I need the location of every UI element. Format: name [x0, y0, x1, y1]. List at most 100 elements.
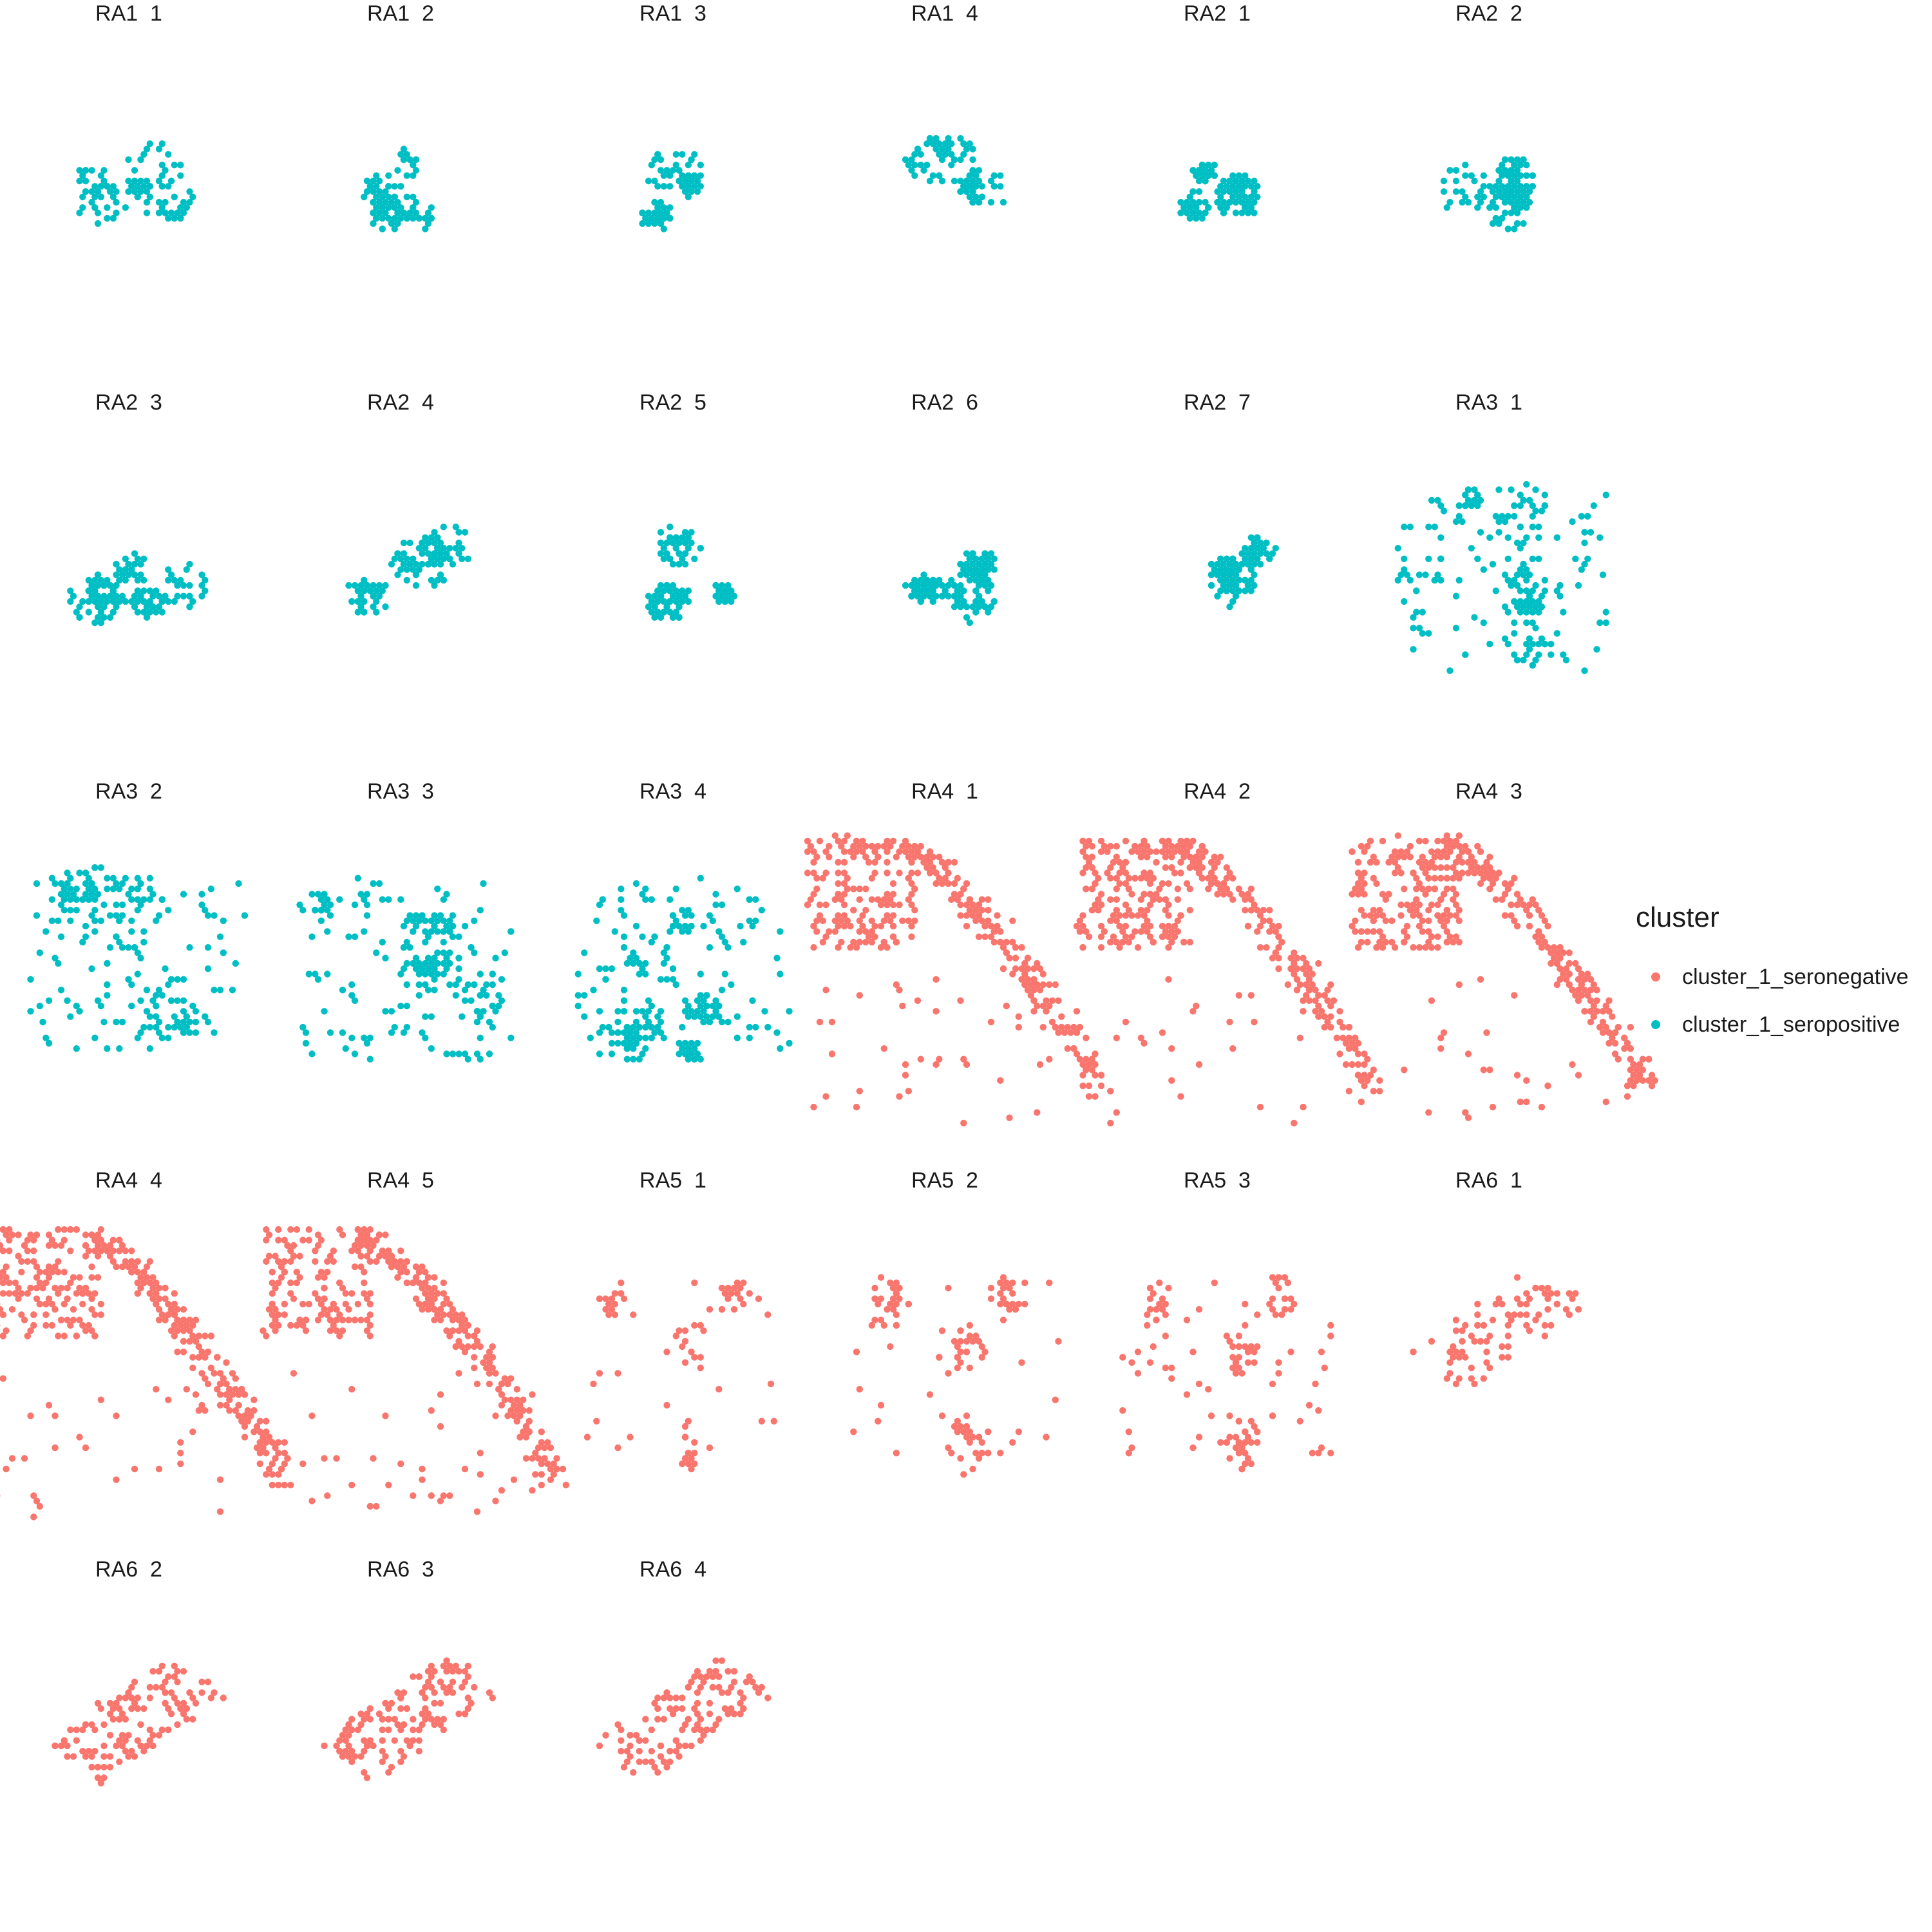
data-point [473, 1018, 481, 1026]
data-point [936, 140, 943, 147]
data-point [1162, 1332, 1170, 1340]
data-point [1406, 853, 1414, 860]
data-point [1508, 901, 1515, 909]
data-point [948, 162, 955, 169]
data-point [137, 1284, 144, 1292]
data-point [623, 1034, 630, 1041]
data-point [1370, 928, 1377, 935]
data-point [434, 576, 441, 584]
data-point [985, 609, 992, 616]
data-point [715, 587, 723, 594]
data-point [856, 1386, 864, 1393]
data-point [630, 949, 637, 956]
data-point [109, 1258, 117, 1265]
data-point [630, 1034, 637, 1041]
data-point [106, 912, 114, 919]
data-point [1305, 987, 1313, 994]
data-point [574, 971, 582, 978]
data-point [0, 1306, 4, 1313]
data-point [1370, 853, 1377, 860]
data-point [363, 912, 371, 919]
data-point [853, 848, 860, 855]
data-point [336, 1332, 343, 1340]
data-point [1202, 167, 1209, 174]
data-point [305, 1236, 312, 1244]
data-point [73, 907, 80, 914]
data-point [1088, 864, 1096, 871]
data-point [1508, 188, 1515, 195]
data-point [162, 1295, 169, 1302]
data-point [835, 944, 842, 951]
data-point [1410, 901, 1417, 909]
data-point [406, 156, 413, 164]
data-point [385, 896, 392, 904]
data-point [1532, 507, 1539, 515]
data-point [1538, 944, 1546, 951]
data-point [85, 609, 92, 616]
data-point [1523, 640, 1530, 648]
data-point [1410, 912, 1417, 919]
data-point [1220, 880, 1227, 887]
data-point [620, 944, 628, 951]
data-point [773, 1029, 781, 1036]
data-point [681, 922, 689, 930]
data-point [902, 156, 909, 164]
data-point [82, 1327, 90, 1334]
data-point [275, 1481, 282, 1489]
data-point [1137, 853, 1145, 860]
data-point [1354, 1072, 1362, 1079]
data-point [951, 1338, 958, 1345]
data-point [275, 1226, 282, 1233]
data-point [938, 880, 946, 887]
data-point [1165, 1284, 1172, 1292]
data-point [165, 183, 172, 190]
data-point [810, 1103, 817, 1111]
data-point [920, 592, 927, 600]
data-point [428, 1407, 435, 1414]
data-point [1205, 162, 1212, 169]
data-point [657, 220, 665, 227]
data-point [957, 1327, 964, 1334]
data-point [100, 901, 108, 909]
data-point [660, 172, 668, 179]
data-point [1352, 1034, 1359, 1041]
data-point [777, 1045, 784, 1052]
data-point [446, 917, 453, 925]
data-point [1146, 869, 1154, 876]
data-point [363, 177, 371, 185]
data-point [972, 587, 980, 594]
data-point [174, 592, 181, 600]
data-point [746, 1034, 753, 1041]
data-point [1116, 944, 1123, 951]
data-point [1113, 842, 1121, 850]
data-point [672, 587, 680, 594]
data-point [1272, 928, 1280, 935]
data-point [1223, 204, 1231, 211]
data-point [529, 1391, 536, 1398]
data-point [721, 938, 729, 946]
data-point [1450, 886, 1457, 893]
data-point [676, 550, 683, 557]
data-point [1550, 944, 1558, 951]
data-point [403, 917, 410, 925]
data-point [816, 837, 824, 845]
data-point [1312, 997, 1319, 1005]
data-point [706, 912, 714, 919]
data-point [440, 949, 447, 956]
data-point [1532, 656, 1539, 664]
data-point [651, 209, 658, 216]
data-point [394, 1274, 401, 1281]
data-point [884, 837, 891, 845]
data-point [620, 1039, 628, 1047]
data-point [1296, 981, 1304, 989]
data-point [945, 146, 952, 153]
data-point [1504, 183, 1511, 190]
data-point [459, 1013, 466, 1020]
facet-title: RA3 3 [367, 779, 434, 804]
data-point [1633, 1066, 1640, 1074]
data-point [1425, 886, 1432, 893]
data-point [1165, 848, 1172, 855]
data-point [428, 1045, 435, 1052]
data-point [1538, 603, 1546, 611]
data-point [697, 1354, 705, 1361]
